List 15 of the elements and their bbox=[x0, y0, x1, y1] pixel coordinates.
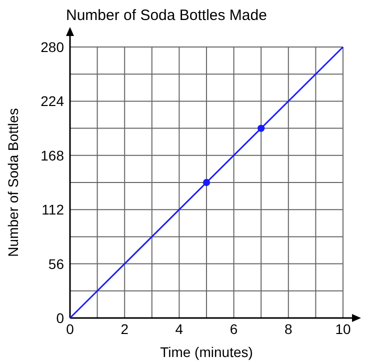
y-tick-label: 0 bbox=[56, 310, 64, 326]
x-tick-label: 2 bbox=[120, 321, 129, 337]
y-axis-title: Number of Soda Bottles bbox=[5, 108, 21, 257]
chart-title: Number of Soda Bottles Made bbox=[66, 7, 267, 24]
x-tick-label: 6 bbox=[230, 321, 238, 337]
x-axis-title: Time (minutes) bbox=[160, 344, 253, 360]
x-tick-label: 8 bbox=[284, 321, 292, 337]
x-tick-label: 10 bbox=[335, 321, 351, 337]
y-tick-label: 280 bbox=[40, 39, 64, 55]
x-tick-label: 4 bbox=[175, 321, 184, 337]
y-tick-label: 112 bbox=[42, 202, 64, 218]
x-tick-label: 0 bbox=[66, 321, 74, 337]
y-tick-label: 168 bbox=[40, 147, 64, 164]
y-tick-label: 56 bbox=[48, 256, 64, 272]
y-tick-label: 224 bbox=[40, 93, 64, 110]
